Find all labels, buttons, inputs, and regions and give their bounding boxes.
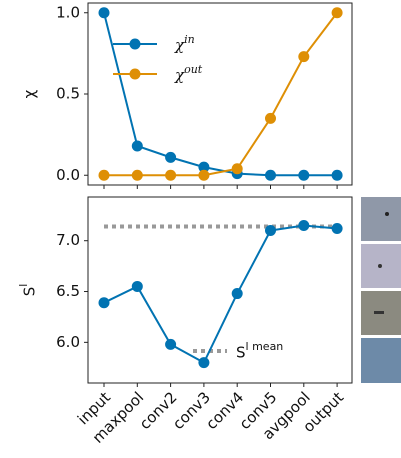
- legend-label: Sl mean: [236, 340, 283, 362]
- data-point: [331, 7, 343, 19]
- y-axis-label: χ: [21, 89, 39, 98]
- data-point: [198, 169, 210, 181]
- data-point: [131, 140, 143, 152]
- thumbnail: [361, 197, 401, 241]
- data-point: [131, 169, 143, 181]
- thumbnail-detail: [378, 264, 382, 268]
- data-point: [231, 163, 243, 175]
- data-point: [298, 51, 310, 63]
- y-tick-label: 6.5: [56, 282, 80, 300]
- data-point: [331, 169, 343, 181]
- data-point: [98, 169, 110, 181]
- plot-frame: [87, 2, 353, 186]
- data-point: [265, 112, 276, 124]
- data-point: [331, 223, 343, 235]
- data-point: [298, 219, 310, 231]
- data-point: [265, 225, 276, 237]
- plot-frame: [87, 196, 353, 384]
- legend-label: χin: [174, 33, 195, 55]
- legend-label: χout: [174, 63, 203, 85]
- y-tick-label: 6.0: [56, 333, 80, 351]
- legend-marker: [129, 38, 141, 50]
- series-line: [103, 224, 338, 365]
- thumbnail-detail: [374, 311, 384, 314]
- series-line: [104, 12, 338, 177]
- data-point: [98, 297, 110, 309]
- y-tick-label: 7.0: [56, 231, 80, 249]
- data-point: [98, 7, 110, 19]
- thumbnail-detail: [385, 212, 389, 216]
- data-point: [165, 338, 177, 350]
- y-tick-label: 0.0: [56, 166, 80, 184]
- data-point: [165, 169, 177, 181]
- y-axis-label: Sl: [17, 284, 39, 297]
- legend-marker: [129, 68, 141, 80]
- data-point: [298, 169, 310, 181]
- thumbnail: [361, 338, 401, 383]
- data-point: [198, 161, 210, 173]
- data-point: [198, 357, 210, 369]
- data-point: [131, 280, 143, 292]
- data-point: [165, 151, 177, 163]
- data-point: [265, 169, 276, 181]
- data-point: [231, 288, 243, 300]
- y-tick-label: 1.0: [56, 3, 80, 21]
- y-tick-label: 0.5: [56, 85, 80, 103]
- series-line: [103, 12, 338, 177]
